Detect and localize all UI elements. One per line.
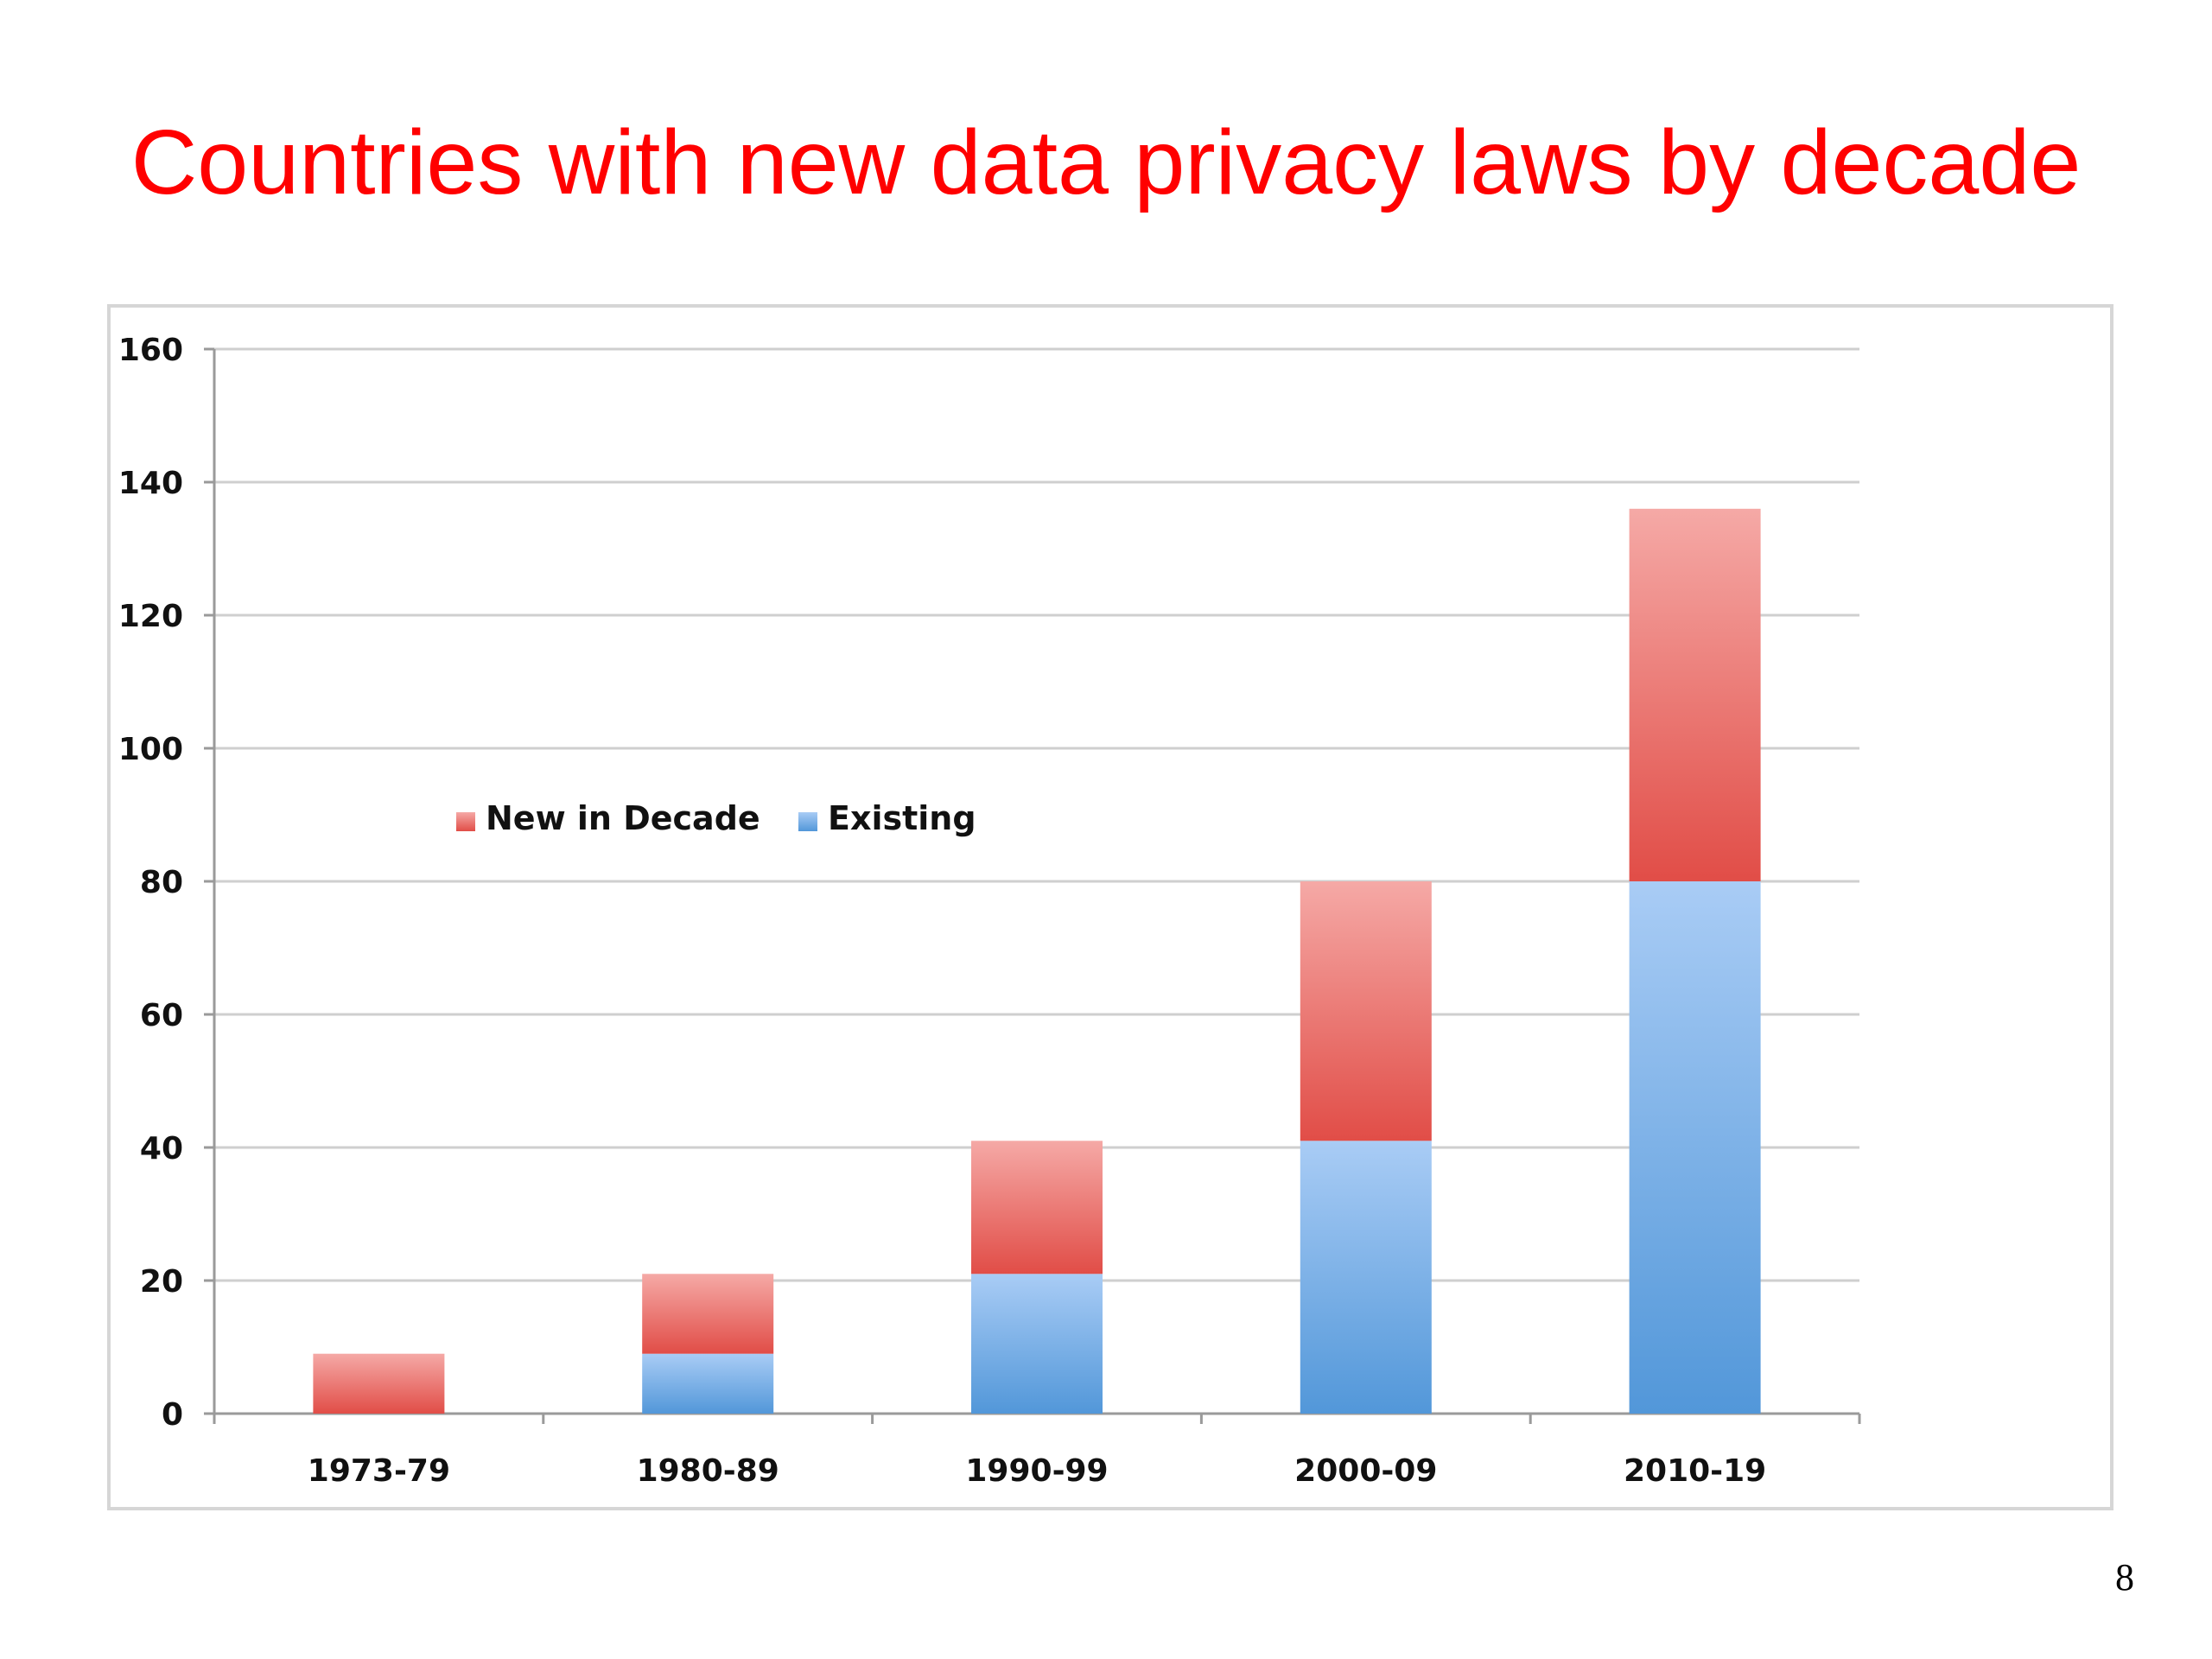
gridlines bbox=[214, 347, 1859, 1282]
bar-existing-1980-89 bbox=[642, 1353, 774, 1414]
chart-frame: 0 20 40 60 80 100 120 140 160 1973-79 1980-89 1990-… bbox=[107, 304, 2113, 1510]
bar-new-in-decade-2000-09 bbox=[1300, 881, 1432, 1141]
legend: New in Decade Existing bbox=[456, 799, 976, 837]
page-number: 8 bbox=[2115, 1556, 2134, 1599]
y-tick-label: 20 bbox=[140, 1264, 183, 1300]
y-tick-label: 60 bbox=[140, 998, 183, 1033]
bar-existing-2010-19 bbox=[1629, 881, 1761, 1414]
y-tick-label: 120 bbox=[118, 599, 183, 634]
legend-label: New in Decade bbox=[486, 799, 760, 837]
y-tick-label: 0 bbox=[162, 1397, 183, 1433]
y-tick-label: 80 bbox=[140, 865, 183, 900]
x-tick-label: 2010-19 bbox=[1624, 1453, 1766, 1489]
bar-new-in-decade-1980-89 bbox=[642, 1274, 774, 1354]
bar-new-in-decade-1990-99 bbox=[971, 1141, 1103, 1274]
y-tick-label: 140 bbox=[118, 466, 183, 501]
legend-swatch bbox=[456, 812, 475, 831]
x-tick-label: 2000-09 bbox=[1294, 1453, 1437, 1489]
stacked-bar-chart: 0 20 40 60 80 100 120 140 160 1973-79 1980-89 1990-… bbox=[118, 333, 1861, 1489]
y-tick-label: 160 bbox=[118, 333, 183, 368]
bar-new-in-decade-1973-79 bbox=[313, 1353, 445, 1414]
bar-existing-2000-09 bbox=[1300, 1141, 1432, 1414]
bar-existing-1990-99 bbox=[971, 1274, 1103, 1414]
tick-labels: 0 20 40 60 80 100 120 140 160 1973-79 1980-89 1990-… bbox=[118, 333, 1766, 1489]
slide-title: Countries with new data privacy laws by … bbox=[130, 111, 2082, 213]
legend-label: Existing bbox=[828, 799, 976, 837]
x-tick-label: 1990-99 bbox=[965, 1453, 1108, 1489]
x-tick-label: 1980-89 bbox=[637, 1453, 779, 1489]
x-tick-label: 1973-79 bbox=[308, 1453, 450, 1489]
y-tick-label: 100 bbox=[118, 732, 183, 767]
bar-new-in-decade-2010-19 bbox=[1629, 508, 1761, 881]
legend-swatch bbox=[798, 812, 817, 831]
bars bbox=[313, 508, 1761, 1414]
y-tick-label: 40 bbox=[140, 1131, 183, 1166]
